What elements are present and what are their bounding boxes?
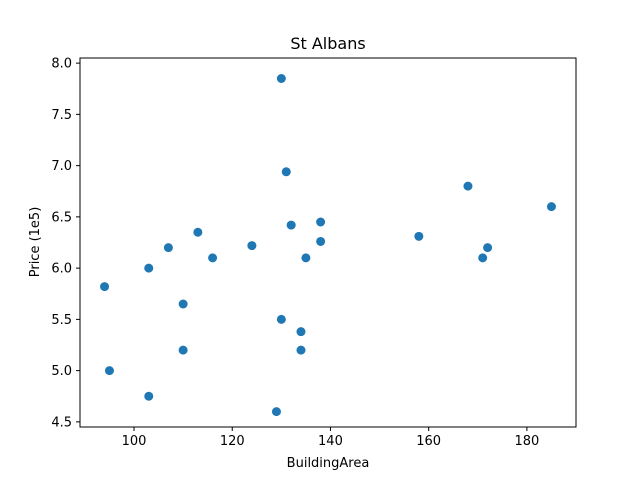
data-point bbox=[546, 202, 556, 212]
y-tick-label: 4.5 bbox=[51, 415, 72, 430]
data-point bbox=[463, 181, 473, 191]
data-point bbox=[301, 253, 311, 263]
data-point bbox=[296, 327, 306, 337]
x-tick-label: 160 bbox=[416, 434, 441, 449]
y-axis-ticks: 4.5 5.0 5.5 6.0 6.5 7.0 7.5 8.0 bbox=[51, 57, 80, 430]
y-tick-label: 7.5 bbox=[51, 108, 72, 123]
x-tick-label: 140 bbox=[318, 434, 343, 449]
data-point bbox=[178, 299, 188, 309]
x-tick-label: 180 bbox=[514, 434, 539, 449]
y-tick-label: 8.0 bbox=[51, 57, 72, 72]
x-axis-label: BuildingArea bbox=[287, 456, 370, 471]
x-axis-ticks: 100 120 140 160 180 bbox=[122, 427, 539, 449]
data-point bbox=[483, 243, 493, 253]
data-point bbox=[276, 314, 286, 324]
data-point bbox=[163, 243, 173, 253]
data-point bbox=[178, 345, 188, 355]
data-point bbox=[316, 217, 326, 227]
data-point bbox=[286, 220, 296, 230]
y-tick-label: 5.0 bbox=[51, 364, 72, 379]
data-point bbox=[271, 407, 281, 417]
data-points bbox=[100, 74, 556, 417]
data-point bbox=[100, 282, 110, 292]
y-tick-label: 7.0 bbox=[51, 159, 72, 174]
data-point bbox=[414, 231, 424, 241]
data-point bbox=[316, 236, 326, 246]
data-point bbox=[276, 74, 286, 83]
x-tick-label: 120 bbox=[220, 434, 245, 449]
data-point bbox=[478, 253, 488, 263]
data-point bbox=[144, 263, 154, 273]
data-point bbox=[247, 241, 257, 251]
data-point bbox=[144, 391, 154, 401]
x-tick-label: 100 bbox=[122, 434, 147, 449]
y-tick-label: 6.5 bbox=[51, 210, 72, 225]
data-point bbox=[104, 366, 114, 376]
y-tick-label: 6.0 bbox=[51, 262, 72, 277]
data-point bbox=[208, 253, 218, 263]
y-axis-label: Price (1e5) bbox=[28, 207, 43, 278]
y-tick-label: 5.5 bbox=[51, 313, 72, 328]
data-point bbox=[296, 345, 306, 355]
data-point bbox=[193, 227, 203, 237]
data-point bbox=[281, 167, 291, 177]
plot-frame bbox=[79, 57, 577, 428]
chart-title: St Albans bbox=[290, 34, 365, 53]
